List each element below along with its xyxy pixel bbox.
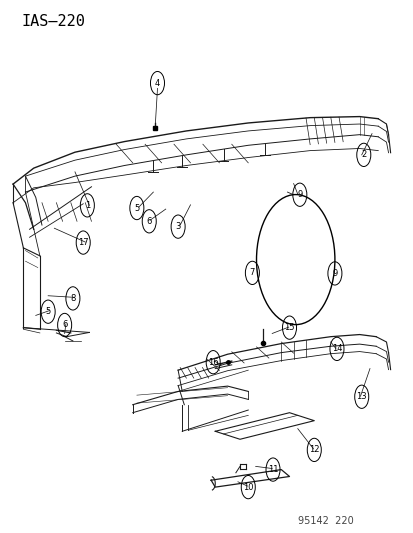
Text: 15: 15	[284, 323, 294, 332]
Text: 95142  220: 95142 220	[297, 516, 353, 526]
Text: 10: 10	[242, 482, 253, 491]
Text: 14: 14	[331, 344, 342, 353]
Text: 9: 9	[332, 269, 337, 278]
Text: 1: 1	[85, 201, 90, 210]
Text: IAS–220: IAS–220	[21, 14, 85, 29]
Ellipse shape	[256, 195, 334, 325]
Text: 4: 4	[154, 78, 160, 87]
Text: 7: 7	[249, 269, 254, 277]
Text: 16: 16	[207, 358, 218, 367]
Text: 12: 12	[308, 446, 319, 455]
Text: 8: 8	[70, 294, 76, 303]
Text: 17: 17	[78, 238, 88, 247]
Text: 11: 11	[267, 465, 278, 474]
Text: 6: 6	[62, 320, 67, 329]
Text: 6: 6	[146, 217, 152, 226]
Text: 9: 9	[297, 190, 302, 199]
Text: 3: 3	[175, 222, 180, 231]
Text: 13: 13	[356, 392, 366, 401]
Text: 5: 5	[134, 204, 139, 213]
Text: 5: 5	[45, 307, 51, 316]
Text: 2: 2	[360, 150, 366, 159]
